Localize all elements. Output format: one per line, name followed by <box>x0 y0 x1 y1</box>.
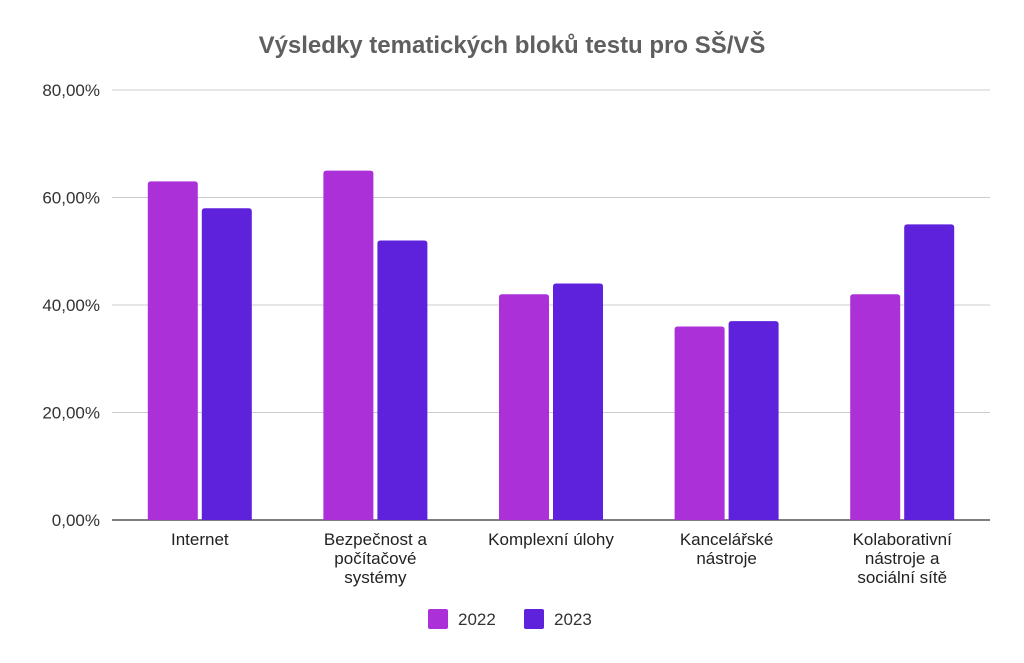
legend-swatch-2023 <box>524 609 544 629</box>
bar-2023-1 <box>377 240 428 520</box>
legend: 2022 2023 <box>428 609 592 629</box>
bar-2023-4 <box>904 224 955 520</box>
chart-title: Výsledky tematických bloků testu pro SŠ/… <box>259 31 766 59</box>
bar-2023-3 <box>728 321 779 520</box>
bar-2022-1 <box>323 170 374 520</box>
bar-2023-2 <box>553 283 603 520</box>
y-tick-label: 60,00% <box>42 189 100 208</box>
legend-swatch-2022 <box>428 609 448 629</box>
bars <box>147 170 955 520</box>
x-category-label: Bezpečnost a počítačové systémy <box>324 530 428 587</box>
y-tick-label: 40,00% <box>42 296 100 315</box>
x-category-label: Kolaborativní nástroje a sociální sítě <box>853 530 953 587</box>
legend-label-2023: 2023 <box>554 610 592 629</box>
x-category-label: Internet <box>171 530 229 549</box>
bar-2023-0 <box>201 208 252 520</box>
y-tick-label: 80,00% <box>42 81 100 100</box>
legend-label-2022: 2022 <box>458 610 496 629</box>
bar-2022-2 <box>499 294 549 520</box>
bar-2022-0 <box>147 181 198 520</box>
x-category-label: Kancelářské nástroje <box>680 530 774 568</box>
x-axis: Internet Bezpečnost a počítačové systémy Kom… <box>171 530 952 587</box>
y-tick-label: 0,00% <box>52 511 100 530</box>
y-tick-label: 20,00% <box>42 404 100 423</box>
bar-2022-4 <box>850 294 901 520</box>
y-axis: 0,00% 20,00% 40,00% 60,00% 80,00% <box>42 81 100 530</box>
gridlines <box>112 89 990 521</box>
bar-2022-3 <box>674 326 725 520</box>
x-category-label: Komplexní úlohy <box>488 530 614 549</box>
